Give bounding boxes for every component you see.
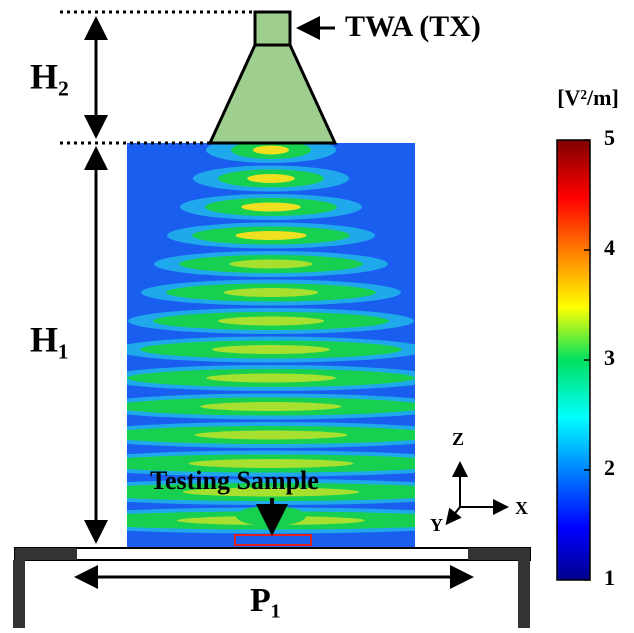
axis-y-label: Y [430,515,443,535]
field-band [218,317,324,326]
h1-label: H₁ [30,319,69,359]
colorbar-tick-label: 5 [604,125,615,150]
table-edge [468,548,530,560]
axis-y [448,507,460,522]
field-band [195,431,348,440]
antenna-feed [255,12,290,45]
antenna-horn [210,45,335,143]
colorbar-tick-label: 3 [604,345,615,370]
field-band [200,402,341,411]
table-top [15,548,530,560]
field-band [247,174,295,183]
axis-x-label: X [515,498,528,518]
antenna-label: TWA (TX) [345,10,481,43]
colorbar-tick-label: 1 [604,565,615,590]
figure: TWA (TX) H₂ H₁ P₁ Testing Sample Z X Y [… [0,0,634,628]
axis-z-label: Z [452,429,464,449]
field-band [230,260,313,269]
field-band [206,374,336,383]
colorbar-tick-label: 4 [604,235,615,260]
field-band [241,203,300,212]
field-band [253,146,289,155]
h2-label: H₂ [30,56,69,96]
table-leg [518,560,530,628]
field-band [224,288,319,297]
field-band [235,231,306,240]
colorbar-unit: [V²/m] [557,85,619,110]
sample-label: Testing Sample [150,466,319,495]
field-band [212,345,330,354]
p1-label: P₁ [250,582,281,619]
table-leg [13,560,25,628]
table-edge [15,548,77,560]
colorbar-tick-label: 2 [604,455,615,480]
